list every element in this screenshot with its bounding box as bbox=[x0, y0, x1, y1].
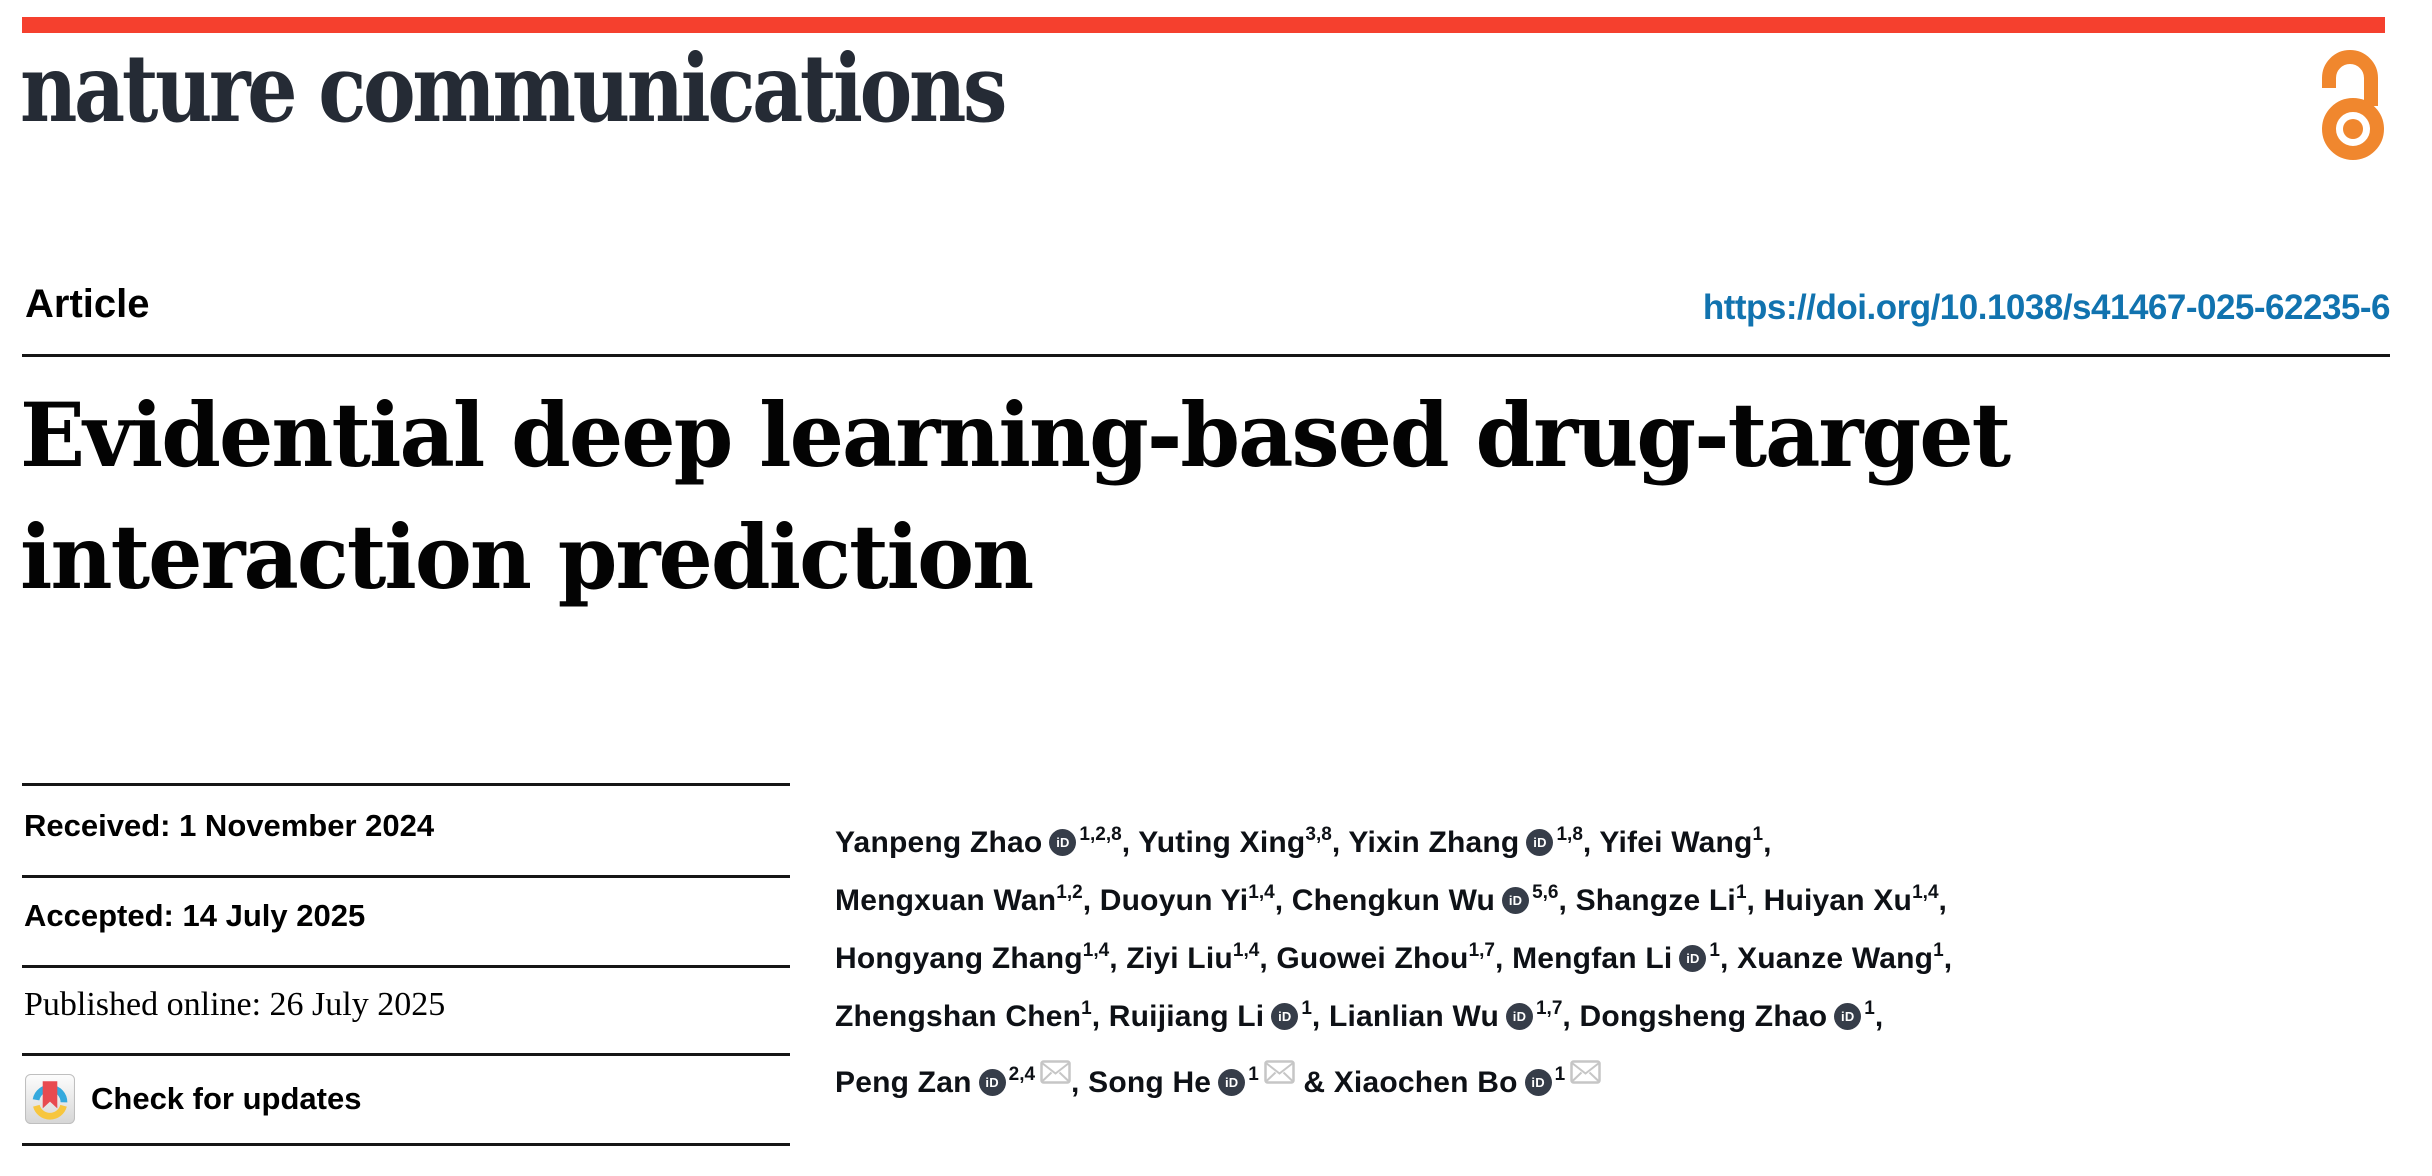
author: Ruijiang Li iD 1 bbox=[1108, 998, 1312, 1033]
author: Zhengshan Chen1 bbox=[835, 998, 1092, 1033]
meta-divider bbox=[22, 783, 790, 786]
affiliation-superscript: 2,4 bbox=[1008, 1064, 1036, 1085]
orcid-icon[interactable]: iD bbox=[978, 1069, 1006, 1096]
author-name: Ziyi Liu bbox=[1126, 942, 1233, 975]
author: Chengkun Wu iD 5,6 bbox=[1291, 882, 1559, 917]
orcid-icon[interactable]: iD bbox=[1502, 887, 1530, 914]
author-name: Ruijiang Li bbox=[1108, 1000, 1265, 1033]
affiliation-superscript: 5,6 bbox=[1532, 882, 1559, 903]
affiliation-superscript: 1,4 bbox=[1232, 940, 1260, 961]
author-name: Chengkun Wu bbox=[1291, 884, 1496, 917]
author-name: Yuting Xing bbox=[1138, 826, 1306, 859]
orcid-icon[interactable]: iD bbox=[1218, 1069, 1246, 1096]
email-icon[interactable] bbox=[1264, 1046, 1295, 1084]
published-date: Published online: 26 July 2025 bbox=[24, 986, 446, 1023]
orcid-icon[interactable]: iD bbox=[1505, 1003, 1533, 1030]
crossmark-icon bbox=[24, 1074, 75, 1129]
paper-title-line-1: Evidential deep learning-based drug-targ… bbox=[20, 383, 2011, 487]
affiliation-superscript: 3,8 bbox=[1305, 824, 1332, 845]
author-name: Xiaochen Bo bbox=[1333, 1066, 1518, 1099]
affiliation-superscript: 1 bbox=[1709, 940, 1720, 961]
author: Mengfan Li iD 1 bbox=[1512, 940, 1720, 975]
author-name: Song He bbox=[1088, 1066, 1212, 1099]
affiliation-superscript: 1,4 bbox=[1082, 940, 1110, 961]
author-list: Yanpeng Zhao iD 1,2,8, Yuting Xing3,8, Yix… bbox=[835, 824, 1953, 1099]
orcid-icon[interactable]: iD bbox=[1271, 1003, 1299, 1030]
masthead-rule bbox=[22, 17, 2385, 33]
author: Song He iD 1 bbox=[1088, 1060, 1295, 1099]
author-name: Zhengshan Chen bbox=[835, 1000, 1082, 1033]
meta-divider bbox=[22, 1143, 790, 1146]
meta-divider bbox=[22, 965, 790, 968]
author-name: Xuanze Wang bbox=[1737, 942, 1934, 975]
author-name: Guowei Zhou bbox=[1276, 942, 1469, 975]
author-name: Shangze Li bbox=[1575, 884, 1736, 917]
open-access-icon bbox=[2316, 48, 2392, 167]
orcid-icon[interactable]: iD bbox=[1834, 1003, 1862, 1030]
check-for-updates-label: Check for updates bbox=[91, 1081, 362, 1116]
author: Mengxuan Wan1,2 bbox=[835, 882, 1083, 917]
author-name: Huiyan Xu bbox=[1763, 884, 1913, 917]
doi-link[interactable]: https://doi.org/10.1038/s41467-025-62235… bbox=[1702, 288, 2391, 327]
affiliation-superscript: 1 bbox=[1864, 998, 1875, 1019]
author: Ziyi Liu1,4 bbox=[1126, 940, 1260, 975]
author-name: Hongyang Zhang bbox=[835, 942, 1083, 975]
affiliation-superscript: 1,4 bbox=[1912, 882, 1939, 903]
email-icon[interactable] bbox=[1570, 1046, 1601, 1084]
orcid-icon[interactable]: iD bbox=[1526, 829, 1554, 856]
affiliation-superscript: 1 bbox=[1248, 1064, 1259, 1085]
author: Dongsheng Zhao iD 1 bbox=[1579, 998, 1875, 1033]
affiliation-superscript: 1 bbox=[1752, 824, 1764, 845]
author: Huiyan Xu1,4 bbox=[1763, 882, 1939, 917]
author-name: Yixin Zhang bbox=[1348, 826, 1520, 859]
author: Xuanze Wang1 bbox=[1737, 940, 1944, 975]
author: Hongyang Zhang1,4 bbox=[835, 940, 1110, 975]
orcid-icon[interactable]: iD bbox=[1049, 829, 1077, 856]
received-date: Received: 1 November 2024 bbox=[24, 808, 435, 843]
author: Yixin Zhang iD 1,8 bbox=[1348, 824, 1583, 859]
header-divider bbox=[22, 354, 2390, 357]
affiliation-superscript: 1,7 bbox=[1535, 998, 1563, 1019]
author: Yanpeng Zhao iD 1,2,8 bbox=[835, 824, 1122, 859]
author: Lianlian Wu iD 1,7 bbox=[1328, 998, 1563, 1033]
author: Duoyun Yi1,4 bbox=[1099, 882, 1275, 917]
orcid-icon[interactable]: iD bbox=[1679, 945, 1707, 972]
affiliation-superscript: 1 bbox=[1933, 940, 1944, 961]
orcid-icon[interactable]: iD bbox=[1524, 1069, 1552, 1096]
author-name: Dongsheng Zhao bbox=[1579, 1000, 1828, 1033]
author: Shangze Li1 bbox=[1575, 882, 1747, 917]
affiliation-superscript: 1,7 bbox=[1468, 940, 1495, 961]
author-name: Lianlian Wu bbox=[1328, 1000, 1499, 1033]
affiliation-superscript: 1 bbox=[1301, 998, 1312, 1019]
email-icon[interactable] bbox=[1040, 1046, 1071, 1084]
affiliation-superscript: 1 bbox=[1735, 882, 1747, 903]
affiliation-superscript: 1,8 bbox=[1556, 824, 1583, 845]
paper-title: Evidential deep learning-based drug-targ… bbox=[20, 374, 2011, 618]
author: Yuting Xing3,8 bbox=[1138, 824, 1332, 859]
affiliation-superscript: 1,2,8 bbox=[1079, 824, 1122, 845]
author-name: Yanpeng Zhao bbox=[835, 826, 1043, 859]
author-name: Mengfan Li bbox=[1512, 942, 1673, 975]
paper-title-line-2: interaction prediction bbox=[20, 505, 1034, 609]
meta-divider bbox=[22, 875, 790, 878]
accepted-date: Accepted: 14 July 2025 bbox=[24, 898, 366, 933]
article-type-label: Article bbox=[25, 282, 150, 326]
author-name: Yifei Wang bbox=[1599, 826, 1753, 859]
affiliation-superscript: 1,4 bbox=[1248, 882, 1275, 903]
affiliation-superscript: 1,2 bbox=[1056, 882, 1083, 903]
author-name: Duoyun Yi bbox=[1099, 884, 1249, 917]
author: Guowei Zhou1,7 bbox=[1276, 940, 1495, 975]
author-name: Peng Zan bbox=[835, 1066, 972, 1099]
affiliation-superscript: 1 bbox=[1554, 1064, 1566, 1085]
author: Yifei Wang1 bbox=[1599, 824, 1764, 859]
affiliation-superscript: 1 bbox=[1081, 998, 1092, 1019]
author: Xiaochen Bo iD 1 bbox=[1333, 1060, 1601, 1099]
author: Peng Zan iD 2,4 bbox=[835, 1060, 1071, 1099]
author-name: Mengxuan Wan bbox=[835, 884, 1057, 917]
meta-divider bbox=[22, 1053, 790, 1056]
journal-logo: nature communications bbox=[20, 34, 1007, 144]
